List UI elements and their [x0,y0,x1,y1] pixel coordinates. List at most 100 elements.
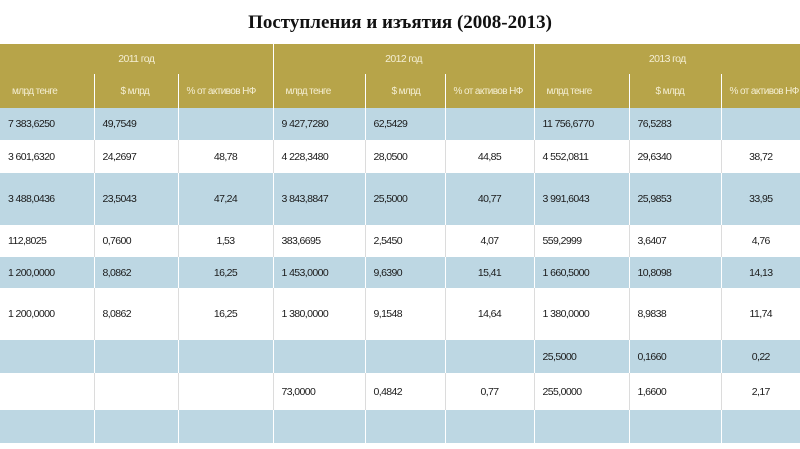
year-header-2011: 2011 год [0,44,274,74]
column-header-row: млрд тенге $ млрд % от активов НФ млрд т… [0,74,800,108]
table-cell: 4 552,0811 [533,140,630,173]
table-cell: 24,2697 [93,140,178,173]
table-cell: 23,5043 [93,173,178,225]
table-cell: 16,25 [177,257,274,288]
table-cell [272,410,366,443]
data-table-container: 2011 год 2012 год 2013 год млрд тенге $ … [0,44,800,449]
table-cell: 76,5283 [628,108,722,140]
table-cell: 9,6390 [364,257,446,288]
table-cell: 0,7600 [93,225,178,257]
table-cell: 559,2999 [533,225,630,257]
table-cell [177,340,274,373]
table-cell: 11,74 [720,288,800,340]
year-header-2013: 2013 год [533,44,800,74]
table-cell [364,410,446,443]
table-row: 3 488,0436 23,5043 47,24 3 843,8847 25,5000 4… [0,173,800,225]
table-cell: 1,6600 [628,373,722,410]
table-cell: 1 660,5000 [533,257,630,288]
table-cell: 25,9853 [628,173,722,225]
table-row: 1 200,0000 8,0862 16,25 1 453,0000 9,6390 15,… [0,257,800,288]
table-cell: 255,0000 [533,373,630,410]
table-cell: 16,25 [177,288,274,340]
table-cell [272,340,366,373]
table-cell: 2,17 [720,373,800,410]
table-cell: 1,53 [177,225,274,257]
table-cell: 1 380,0000 [272,288,366,340]
table-cell: 40,77 [444,173,535,225]
table-cell: 14,13 [720,257,800,288]
column-header: $ млрд [93,74,178,108]
table-cell [533,410,630,443]
table-cell: 4,76 [720,225,800,257]
table-cell: 0,22 [720,340,800,373]
table-cell: 2,5450 [364,225,446,257]
table-cell: 25,5000 [533,340,630,373]
table-row: 1 200,0000 8,0862 16,25 1 380,0000 9,1548 14,… [0,288,800,340]
table-cell [93,340,178,373]
table-cell: 3 488,0436 [0,173,94,225]
table-cell: 29,6340 [628,140,722,173]
table-cell: 4 228,3480 [272,140,366,173]
table-cell: 49,7549 [93,108,178,140]
table-cell [444,340,535,373]
table-cell: 73,0000 [272,373,366,410]
table-cell [177,410,274,443]
column-header: млрд тенге [0,74,94,108]
table-row [0,410,800,443]
table-cell: 25,5000 [364,173,446,225]
column-header: млрд тенге [272,74,366,108]
table-row: 25,5000 0,1660 0,22 [0,340,800,373]
table-cell: 8,0862 [93,288,178,340]
table-cell: 7 383,6250 [0,108,94,140]
table-cell: 3 843,8847 [272,173,366,225]
table-cell: 47,24 [177,173,274,225]
table-cell: 44,85 [444,140,535,173]
table-cell [177,373,274,410]
table-cell [0,373,94,410]
table-cell: 33,95 [720,173,800,225]
table-cell: 4,07 [444,225,535,257]
table-cell: 11 756,6770 [533,108,630,140]
table-cell: 3 991,6043 [533,173,630,225]
table-cell: 38,72 [720,140,800,173]
table-cell: 0,1660 [628,340,722,373]
table-cell: 8,9838 [628,288,722,340]
table-cell [444,410,535,443]
table-row: 7 383,6250 49,7549 9 427,7280 62,5429 11 756… [0,108,800,140]
year-header-2012: 2012 год [272,44,535,74]
table-cell: 383,6695 [272,225,366,257]
table-row: 3 601,6320 24,2697 48,78 4 228,3480 28,0500 4… [0,140,800,173]
table-cell: 62,5429 [364,108,446,140]
table-cell: 1 453,0000 [272,257,366,288]
column-header: % от активов НФ [720,74,800,108]
column-header: $ млрд [364,74,446,108]
receipts-withdrawals-table: 2011 год 2012 год 2013 год млрд тенге $ … [0,44,800,443]
page-title: Поступления и изъятия (2008-2013) [248,12,552,33]
table-cell: 1 200,0000 [0,257,94,288]
table-row: 112,8025 0,7600 1,53 383,6695 2,5450 4,07 559,… [0,225,800,257]
table-cell: 9,1548 [364,288,446,340]
table-cell: 0,4842 [364,373,446,410]
year-header-row: 2011 год 2012 год 2013 год [0,44,800,74]
table-cell [720,410,800,443]
table-cell: 8,0862 [93,257,178,288]
column-header: $ млрд [628,74,722,108]
column-header: % от активов НФ [444,74,535,108]
column-header: млрд тенге [533,74,630,108]
table-cell: 48,78 [177,140,274,173]
table-cell [444,108,535,140]
table-cell: 28,0500 [364,140,446,173]
table-cell: 0,77 [444,373,535,410]
table-cell [93,410,178,443]
table-cell [0,340,94,373]
table-cell: 112,8025 [0,225,94,257]
table-cell [628,410,722,443]
table-cell [177,108,274,140]
table-cell: 9 427,7280 [272,108,366,140]
table-cell [93,373,178,410]
table-cell: 15,41 [444,257,535,288]
table-cell: 14,64 [444,288,535,340]
column-header: % от активов НФ [177,74,274,108]
table-row: 73,0000 0,4842 0,77 255,0000 1,6600 2,17 [0,373,800,410]
table-cell [720,108,800,140]
